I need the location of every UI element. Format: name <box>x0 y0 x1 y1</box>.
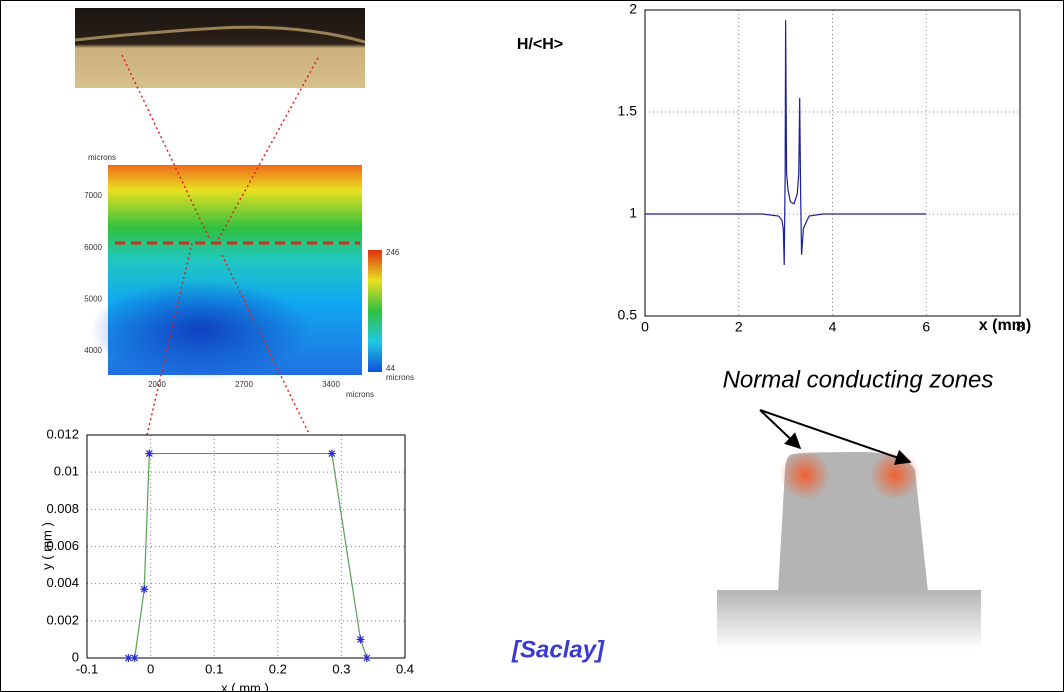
x-tick-label: 0 <box>147 661 154 676</box>
hot-zone <box>780 450 830 500</box>
photo-edge <box>74 25 366 44</box>
data-point <box>124 654 133 662</box>
map-unit: microns <box>88 153 116 162</box>
colorbar-label: 246 <box>386 248 400 257</box>
y-tick-label: 0.01 <box>54 464 79 479</box>
map-x-tick: 3400 <box>322 380 340 389</box>
contour-blob <box>90 280 310 380</box>
y-tick-label: 1 <box>629 205 637 221</box>
y-axis-label: y ( mm ) <box>39 522 54 570</box>
arrow <box>759 409 802 450</box>
data-line <box>645 20 927 266</box>
arrow <box>759 409 912 465</box>
y-tick-label: 0.008 <box>46 501 79 516</box>
data-point <box>130 654 139 662</box>
map-x-tick: 2700 <box>235 380 253 389</box>
map-x-tick: 2000 <box>148 380 166 389</box>
y-tick-label: 0.5 <box>618 307 638 323</box>
x-tick-label: 6 <box>922 319 930 335</box>
plot-area <box>87 435 405 658</box>
map-y-tick: 7000 <box>84 191 102 200</box>
map-y-tick: 6000 <box>84 243 102 252</box>
map-y-tick: 4000 <box>84 346 102 355</box>
y-tick-label: 0.006 <box>46 538 79 553</box>
x-tick-label: 0.4 <box>396 661 414 676</box>
zoom-lines <box>121 54 319 453</box>
x-tick-label: 4 <box>829 319 837 335</box>
data-point <box>140 585 149 594</box>
x-tick-label: 8 <box>1016 319 1024 335</box>
data-point <box>145 449 154 458</box>
map-unit: microns <box>346 390 374 399</box>
x-tick-label: 0.3 <box>332 661 350 676</box>
plot-frame <box>644 9 1021 317</box>
data-point <box>362 654 371 662</box>
x-tick-label: 0.1 <box>205 661 223 676</box>
y-axis-label: H/<H> <box>517 36 563 53</box>
data-point <box>327 449 336 458</box>
cavity-base <box>717 590 981 650</box>
y-tick-label: 0.002 <box>46 612 79 627</box>
x-tick-label: 0.2 <box>269 661 287 676</box>
y-tick-label: 0.004 <box>46 575 79 590</box>
colorbar <box>368 250 382 372</box>
photo <box>75 8 365 88</box>
colorbar-unit: microns <box>386 373 414 382</box>
colorbar-label: 44 <box>386 364 395 373</box>
x-tick-label: -0.1 <box>76 661 98 676</box>
annotation: Normal conducting zones <box>723 366 994 393</box>
source: [Saclay] <box>511 636 605 663</box>
plot-frame <box>86 434 406 659</box>
y-tick-label: 0 <box>72 649 79 664</box>
y-tick-label: 0.012 <box>46 426 79 441</box>
x-tick-label: 2 <box>735 319 743 335</box>
data-point <box>356 635 365 644</box>
x-axis-label: x ( mm ) <box>221 680 269 692</box>
x-tick-label: 0 <box>641 319 649 335</box>
y-tick-label: 1.5 <box>618 103 638 119</box>
y-tick-label: 2 <box>629 1 637 17</box>
map-y-tick: 5000 <box>84 294 102 303</box>
x-axis-label: x (mm) <box>979 317 1031 334</box>
